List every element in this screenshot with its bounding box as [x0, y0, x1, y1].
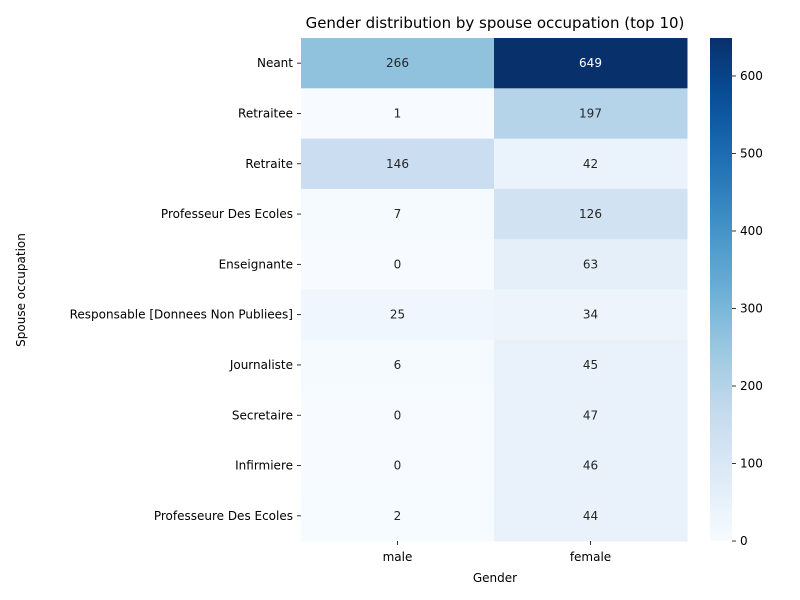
y-tick-label: Secretaire — [232, 408, 293, 422]
colorbar-tick-label: 200 — [740, 379, 763, 393]
cell-value-label: 0 — [394, 408, 402, 422]
y-tick-label: Retraite — [245, 157, 293, 171]
y-axis-label: Spouse occupation — [14, 233, 28, 347]
heatmap-cell — [301, 490, 495, 542]
cell-value-label: 44 — [583, 509, 598, 523]
colorbar-tick-label: 600 — [740, 69, 763, 83]
y-tick-label: Professeure Des Ecoles — [154, 509, 293, 523]
colorbar — [710, 38, 732, 541]
cell-value-label: 126 — [579, 207, 602, 221]
cell-value-label: 46 — [583, 459, 598, 473]
cell-value-label: 197 — [579, 106, 602, 120]
colorbar-tick-label: 300 — [740, 301, 763, 315]
heatmap-cell — [494, 390, 688, 441]
cell-value-label: 7 — [394, 207, 402, 221]
y-tick-label: Enseignante — [219, 257, 293, 271]
cell-value-label: 0 — [394, 257, 402, 271]
colorbar-tick-label: 400 — [740, 224, 763, 238]
cell-value-label: 1 — [394, 106, 402, 120]
heatmap-cell — [301, 289, 495, 341]
colorbar-tick-label: 0 — [740, 534, 748, 548]
cell-value-label: 146 — [386, 157, 409, 171]
cell-value-label: 266 — [386, 56, 409, 70]
heatmap-cell — [494, 490, 688, 542]
cell-value-label: 25 — [390, 308, 405, 322]
heatmap-cell — [301, 390, 495, 441]
cell-value-label: 42 — [583, 157, 598, 171]
cell-value-label: 2 — [394, 509, 402, 523]
y-axis-ticks: Neant Retraitee Retraite Professeur Des Eco… — [70, 56, 301, 523]
x-axis-label: Gender — [473, 571, 517, 585]
heatmap-cell — [301, 440, 495, 492]
cell-value-label: 45 — [583, 358, 598, 372]
heatmap-cell — [494, 239, 688, 290]
cell-value-label: 63 — [583, 257, 598, 271]
heatmap-cell — [301, 138, 495, 190]
heatmap-cell — [301, 239, 495, 290]
x-tick-label: female — [570, 550, 611, 564]
y-tick-label: Journaliste — [229, 358, 293, 372]
y-tick-label: Responsable [Donnees Non Publiees] — [70, 308, 293, 322]
y-tick-label: Retraitee — [238, 106, 293, 120]
y-tick-label: Professeur Des Ecoles — [161, 207, 293, 221]
heatmap-cell — [494, 38, 688, 89]
heatmap-cell — [301, 339, 495, 391]
y-tick-label: Infirmiere — [235, 459, 293, 473]
colorbar-tick-label: 500 — [740, 146, 763, 160]
chart-title: Gender distribution by spouse occupation… — [306, 14, 685, 32]
cell-value-label: 0 — [394, 459, 402, 473]
x-axis-ticks: male female — [383, 541, 611, 564]
colorbar-tick-label: 100 — [740, 456, 763, 470]
colorbar-ticks: 0 100 200 300 400 500 600 — [732, 69, 763, 548]
heatmap-cell — [494, 188, 688, 240]
cell-value-label: 6 — [394, 358, 402, 372]
heatmap-cell — [494, 440, 688, 492]
heatmap-cell — [301, 38, 495, 89]
y-tick-label: Neant — [257, 56, 293, 70]
heatmap-cell — [301, 88, 495, 140]
heatmap-cell — [494, 289, 688, 341]
heatmap-cells: 266 649 1 197 146 42 7 126 0 63 25 34 6 45 0 47 0 46 2 44 — [301, 38, 688, 542]
cell-value-label: 47 — [583, 408, 598, 422]
heatmap-cell — [494, 339, 688, 391]
heatmap-cell — [494, 88, 688, 140]
cell-value-label: 34 — [583, 308, 598, 322]
heatmap-cell — [494, 138, 688, 190]
cell-value-label: 649 — [579, 56, 602, 70]
heatmap-cell — [301, 188, 495, 240]
x-tick-label: male — [383, 550, 413, 564]
